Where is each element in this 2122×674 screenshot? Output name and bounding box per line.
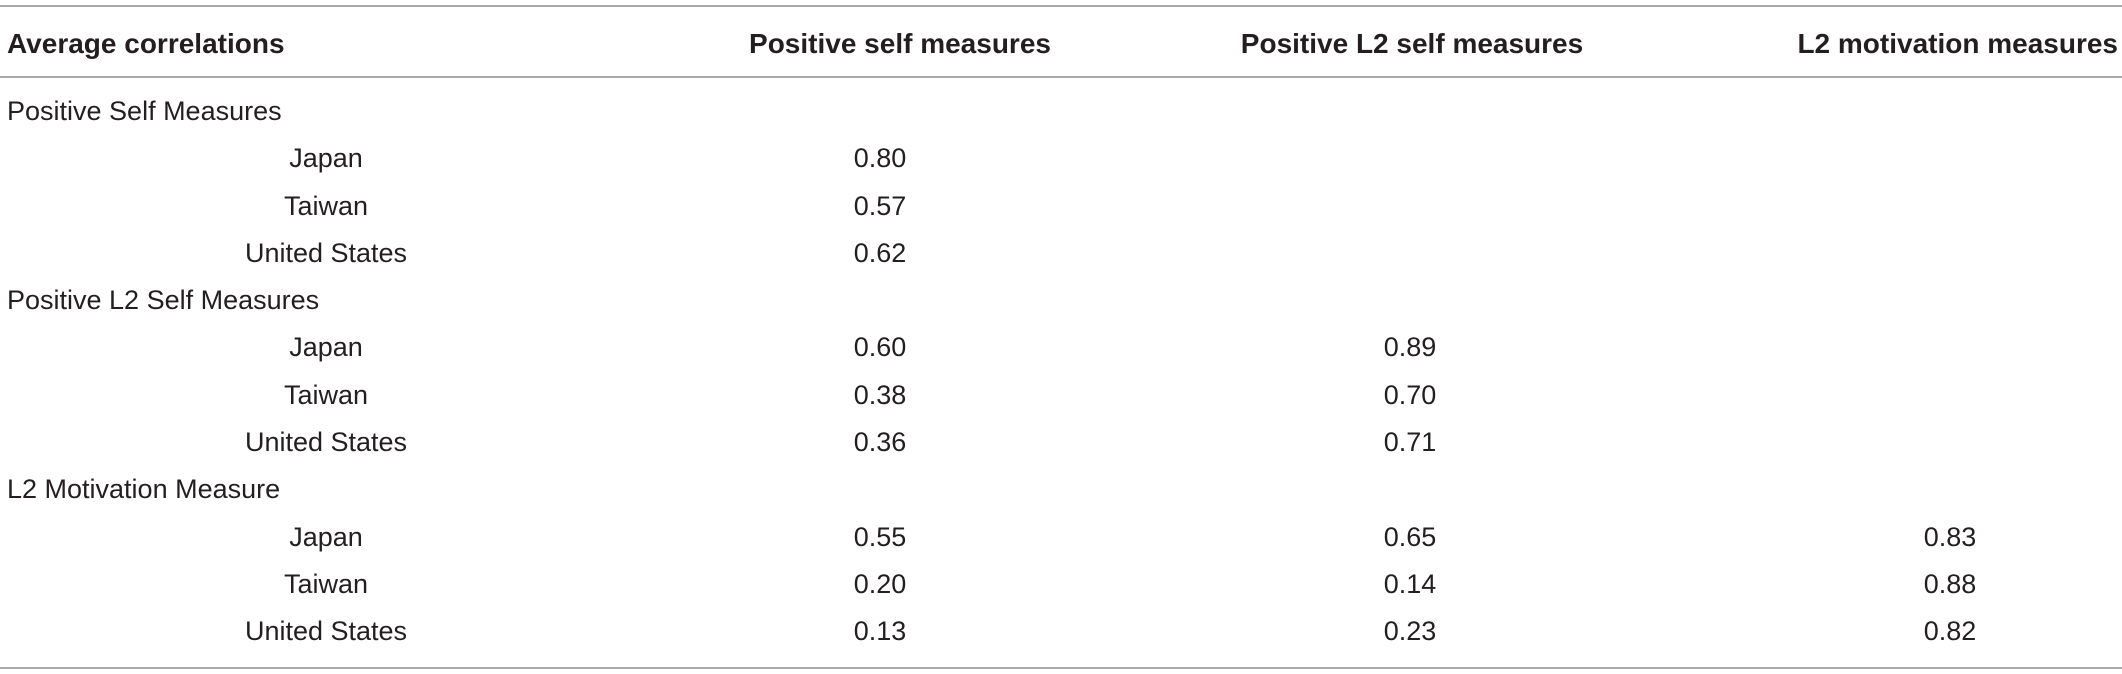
header-average-correlations: Average correlations bbox=[7, 28, 285, 59]
value-l2-motivation bbox=[1830, 419, 2070, 466]
group-label: L2 Motivation Measure bbox=[7, 474, 281, 505]
country-label: Japan bbox=[289, 332, 363, 363]
group-label-row: Positive L2 Self Measures bbox=[0, 277, 2122, 324]
value-positive-l2-self: 0.89 bbox=[1383, 332, 1437, 363]
table-top-rule bbox=[0, 5, 2122, 7]
table-header-rule bbox=[0, 76, 2122, 78]
value-positive-self: 0.20 bbox=[853, 568, 907, 599]
value-l2-motivation: 0.82 bbox=[1923, 616, 1977, 647]
table-row: United States 0.62 bbox=[0, 230, 2122, 277]
country-label: Taiwan bbox=[283, 568, 369, 599]
value-l2-motivation bbox=[1830, 230, 2070, 277]
group-label-row: Positive Self Measures bbox=[0, 88, 2122, 135]
value-positive-l2-self: 0.65 bbox=[1383, 521, 1437, 552]
value-positive-l2-self bbox=[1290, 230, 1530, 277]
value-positive-self: 0.36 bbox=[853, 427, 907, 458]
country-label: United States bbox=[244, 616, 408, 647]
table-header-row: Average correlations Positive self measu… bbox=[0, 5, 2122, 76]
value-positive-self: 0.57 bbox=[853, 190, 907, 221]
value-positive-l2-self: 0.70 bbox=[1383, 379, 1437, 410]
country-label: Taiwan bbox=[283, 190, 369, 221]
header-l2-motivation-measures: L2 motivation measures bbox=[1797, 28, 2118, 59]
value-positive-l2-self: 0.23 bbox=[1383, 616, 1437, 647]
table-row: United States 0.13 0.23 0.82 bbox=[0, 608, 2122, 655]
value-positive-l2-self bbox=[1290, 183, 1530, 230]
table-row: Japan 0.60 0.89 bbox=[0, 324, 2122, 371]
value-l2-motivation: 0.83 bbox=[1923, 521, 1977, 552]
value-positive-self: 0.60 bbox=[853, 332, 907, 363]
header-positive-l2-self-measures: Positive L2 self measures bbox=[1240, 28, 1584, 59]
value-positive-self: 0.38 bbox=[853, 379, 907, 410]
value-positive-self: 0.55 bbox=[853, 521, 907, 552]
table-body: Positive Self Measures Japan 0.80 Taiwan… bbox=[0, 88, 2122, 656]
value-l2-motivation: 0.88 bbox=[1923, 568, 1977, 599]
table-row: Japan 0.55 0.65 0.83 bbox=[0, 514, 2122, 561]
table-row: Taiwan 0.57 bbox=[0, 183, 2122, 230]
value-positive-l2-self bbox=[1290, 135, 1530, 182]
value-positive-self: 0.80 bbox=[853, 143, 907, 174]
country-label: Taiwan bbox=[283, 379, 369, 410]
table-row: Japan 0.80 bbox=[0, 135, 2122, 182]
country-label: Japan bbox=[289, 143, 363, 174]
value-positive-l2-self: 0.71 bbox=[1383, 427, 1437, 458]
group-label-row: L2 Motivation Measure bbox=[0, 466, 2122, 513]
value-positive-self: 0.13 bbox=[853, 616, 907, 647]
table-row: Taiwan 0.38 0.70 bbox=[0, 372, 2122, 419]
header-positive-self-measures: Positive self measures bbox=[749, 28, 1051, 59]
value-l2-motivation bbox=[1830, 372, 2070, 419]
value-l2-motivation bbox=[1830, 183, 2070, 230]
table-bottom-rule bbox=[0, 667, 2122, 669]
value-positive-l2-self: 0.14 bbox=[1383, 568, 1437, 599]
table-row: Taiwan 0.20 0.14 0.88 bbox=[0, 561, 2122, 608]
value-l2-motivation bbox=[1830, 324, 2070, 371]
value-l2-motivation bbox=[1830, 135, 2070, 182]
country-label: United States bbox=[244, 237, 408, 268]
group-label: Positive L2 Self Measures bbox=[7, 285, 320, 316]
value-positive-self: 0.62 bbox=[853, 237, 907, 268]
table-row: United States 0.36 0.71 bbox=[0, 419, 2122, 466]
group-label: Positive Self Measures bbox=[7, 96, 282, 126]
country-label: United States bbox=[244, 427, 408, 458]
country-label: Japan bbox=[289, 521, 363, 552]
